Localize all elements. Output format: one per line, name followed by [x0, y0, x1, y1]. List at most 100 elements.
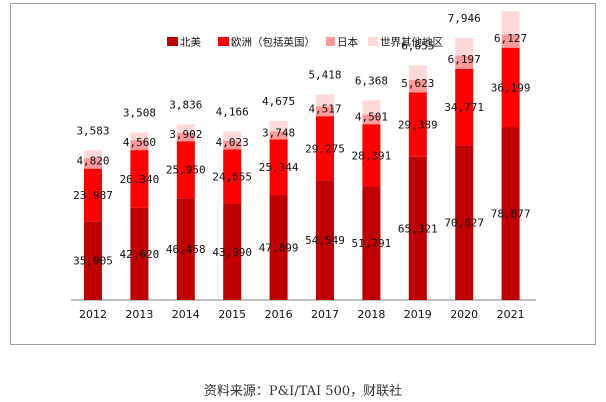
bar-2012-2 [84, 158, 102, 169]
x-tick-label: 2018 [357, 308, 385, 321]
legend-label: 北美 [180, 36, 201, 49]
data-label-2015-0: 43,990 [212, 246, 252, 259]
data-label-2014-2: 3,902 [169, 128, 202, 141]
data-label-2017-3: 5,418 [308, 68, 341, 81]
x-tick-label: 2015 [218, 308, 246, 321]
data-label-2013-0: 42,020 [120, 248, 160, 261]
data-label-2012-3: 3,583 [76, 124, 109, 137]
x-tick-label: 2019 [404, 308, 432, 321]
bar-2019-3 [408, 65, 427, 81]
bar-2018-3 [362, 100, 381, 115]
bar-2019-1 [408, 92, 427, 157]
bar-2016-1 [269, 139, 288, 195]
data-label-2018-0: 51,791 [352, 237, 392, 250]
bar-2015-0 [223, 203, 242, 300]
data-label-2014-1: 25,950 [166, 164, 206, 177]
data-label-2016-3: 4,675 [262, 95, 295, 108]
bar-2021-2 [501, 34, 520, 48]
bar-2015-1 [223, 149, 242, 204]
data-label-2018-3: 6,368 [355, 74, 388, 87]
legend-label: 欧洲（包括英国） [231, 36, 315, 49]
data-label-2012-2: 4,820 [76, 154, 109, 167]
bar-2019-0 [408, 156, 427, 300]
legend-item-0: 北美 [167, 36, 201, 49]
data-label-2020-2: 6,197 [448, 53, 481, 66]
bar-2020-0 [455, 145, 474, 300]
bar-2015-3 [223, 131, 242, 141]
bar-2017-1 [316, 116, 334, 181]
legend-label: 日本 [337, 36, 358, 49]
bar-2021-1 [501, 47, 520, 128]
bar-2021-3 [501, 11, 520, 35]
bar-2016-2 [269, 131, 288, 140]
data-label-2017-0: 54,549 [305, 234, 345, 247]
data-label-2016-0: 47,899 [259, 241, 299, 254]
bar-2012-3 [84, 150, 102, 159]
bar-2012-0 [84, 221, 102, 300]
data-label-2019-0: 65,321 [398, 222, 438, 235]
data-label-2019-1: 29,389 [398, 119, 438, 132]
data-label-2014-0: 46,458 [166, 243, 206, 256]
bar-2012-1 [84, 168, 102, 222]
bar-2019-2 [408, 80, 427, 93]
data-label-2015-3: 4,166 [216, 106, 249, 119]
legend-item-2: 日本 [326, 36, 358, 49]
bar-2017-2 [316, 106, 334, 117]
data-label-2013-2: 4,560 [123, 136, 156, 149]
data-label-2015-1: 24,655 [212, 171, 252, 184]
x-tick-label: 2020 [450, 308, 478, 321]
bar-2014-3 [176, 124, 195, 133]
data-label-2013-1: 26,340 [120, 173, 160, 186]
data-label-2014-3: 3,836 [169, 98, 202, 111]
bar-2021-0 [501, 127, 520, 300]
bar-2017-3 [316, 94, 334, 107]
legend-swatch [167, 37, 178, 46]
bar-2020-2 [455, 55, 474, 69]
data-label-2017-1: 29,275 [305, 142, 345, 155]
data-label-2019-3: 6,655 [401, 39, 434, 52]
x-tick-label: 2013 [125, 308, 153, 321]
legend-swatch [368, 37, 378, 46]
source-note: 资料来源：P&I/TAI 500，财联社 [203, 384, 403, 399]
x-tick-label: 2014 [172, 308, 200, 321]
data-label-2017-2: 4,517 [308, 102, 341, 115]
bar-2013-2 [130, 140, 149, 151]
bar-2018-0 [362, 186, 381, 300]
data-label-2018-1: 28,391 [352, 149, 392, 162]
data-label-2021-0: 78,877 [491, 208, 531, 221]
data-label-2018-2: 4,501 [355, 110, 388, 123]
bar-2020-1 [455, 68, 474, 146]
data-label-2020-1: 34,771 [444, 101, 484, 114]
data-label-2020-3: 7,946 [448, 12, 481, 25]
bar-2018-1 [362, 124, 381, 187]
bar-2015-2 [223, 140, 242, 150]
bar-2020-3 [455, 37, 474, 56]
data-label-2013-3: 3,508 [123, 106, 156, 119]
data-label-2012-0: 35,905 [73, 255, 113, 268]
bar-2016-0 [269, 194, 288, 300]
legend-label: 世界其他地区 [380, 36, 443, 49]
bar-2013-3 [130, 132, 149, 141]
bar-2014-1 [176, 141, 195, 199]
data-label-2021-1: 36,199 [491, 81, 531, 94]
chart-frame: 北美 欧洲（包括英国） 日本 世界其他地区 35,905 23,987 4,820 3,583… [10, 3, 596, 345]
data-label-2015-2: 4,023 [216, 136, 249, 149]
data-label-2012-1: 23,987 [73, 189, 113, 202]
x-tick-label: 2021 [497, 308, 525, 321]
bar-2013-1 [130, 150, 149, 208]
data-label-2016-2: 3,748 [262, 126, 295, 139]
x-tick-label: 2017 [311, 308, 339, 321]
legend-item-3: 世界其他地区 [368, 36, 443, 49]
data-label-2016-1: 25,344 [259, 161, 299, 174]
stacked-bar-chart: 北美 欧洲（包括英国） 日本 世界其他地区 35,905 23,987 4,820 3,583… [71, 11, 536, 321]
x-tick-label: 2012 [79, 308, 107, 321]
bar-2014-0 [176, 198, 195, 300]
data-label-2020-0: 70,627 [444, 217, 484, 230]
legend-swatch [326, 37, 335, 46]
data-label-2021-2: 6,127 [494, 32, 527, 45]
x-tick-label: 2016 [265, 308, 293, 321]
legend-swatch [218, 37, 229, 46]
bar-2018-2 [362, 114, 381, 125]
data-label-2019-2: 5,623 [401, 77, 434, 90]
bar-2014-2 [176, 132, 195, 142]
